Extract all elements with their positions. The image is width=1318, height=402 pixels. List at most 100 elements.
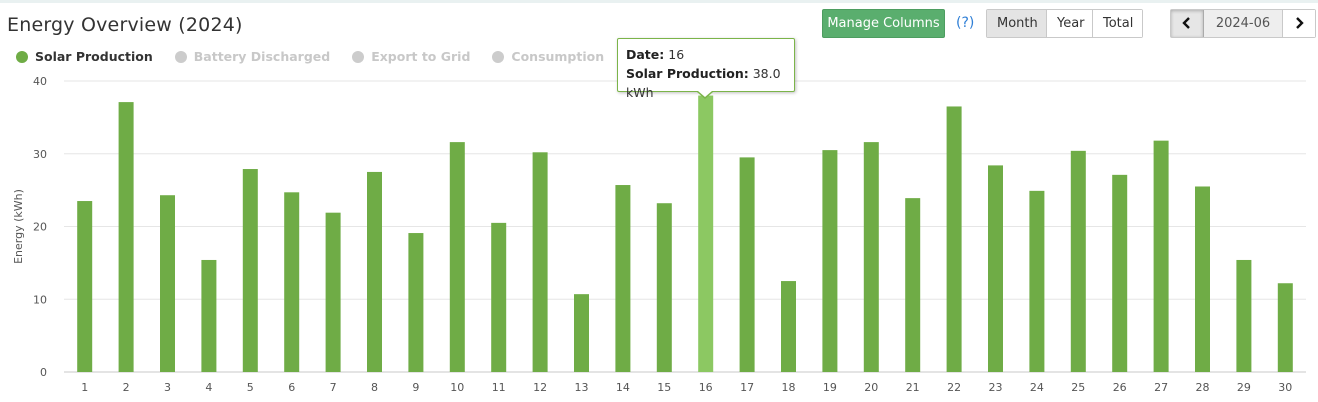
legend-item-battery-discharged[interactable]: Battery Discharged bbox=[174, 49, 331, 64]
x-tick-label: 21 bbox=[906, 381, 920, 394]
x-tick-label: 13 bbox=[575, 381, 589, 394]
bar bbox=[1029, 190, 1045, 372]
period-selector: Month Year Total bbox=[986, 9, 1143, 38]
bar bbox=[615, 185, 631, 372]
bar bbox=[988, 165, 1003, 372]
x-tick-label: 2 bbox=[123, 381, 130, 394]
help-link[interactable]: (?) bbox=[956, 15, 975, 31]
chevron-left-icon bbox=[1182, 17, 1190, 29]
legend-dot-icon bbox=[352, 50, 365, 63]
bar bbox=[325, 212, 341, 372]
tab-month[interactable]: Month bbox=[987, 10, 1047, 37]
bar bbox=[284, 192, 300, 372]
x-tick-label: 12 bbox=[533, 381, 547, 394]
bar bbox=[1277, 283, 1293, 372]
bar bbox=[822, 150, 838, 372]
x-tick-label: 9 bbox=[412, 381, 419, 394]
legend-label: Export to Grid bbox=[371, 49, 471, 64]
x-tick-label: 15 bbox=[657, 381, 671, 394]
bar bbox=[1236, 259, 1252, 372]
chart-tooltip: Date: 16 Solar Production: 38.0 kWh bbox=[617, 38, 795, 100]
bar bbox=[1153, 140, 1169, 372]
tooltip-date-value: 16 bbox=[668, 47, 685, 62]
x-tick-label: 14 bbox=[616, 381, 630, 394]
bar bbox=[574, 294, 589, 372]
x-tick-label: 5 bbox=[247, 381, 254, 394]
x-tick-label: 20 bbox=[864, 381, 878, 394]
bar bbox=[408, 233, 424, 372]
bar bbox=[739, 157, 755, 372]
legend-dot-icon bbox=[16, 50, 28, 63]
x-tick-label: 7 bbox=[330, 381, 337, 394]
tooltip-series-label: Solar Production: bbox=[626, 66, 749, 81]
x-tick-label: 17 bbox=[740, 381, 754, 394]
x-tick-label: 3 bbox=[164, 381, 171, 394]
x-tick-label: 23 bbox=[989, 381, 1003, 394]
bar bbox=[1112, 174, 1128, 372]
bar bbox=[1195, 186, 1210, 372]
bar bbox=[160, 195, 175, 372]
x-tick-label: 10 bbox=[450, 381, 464, 394]
x-tick-label: 30 bbox=[1278, 381, 1292, 394]
bar bbox=[77, 201, 93, 372]
x-tick-label: 1 bbox=[81, 381, 88, 394]
bar bbox=[781, 281, 796, 372]
tab-year[interactable]: Year bbox=[1047, 10, 1093, 37]
bar bbox=[367, 171, 382, 372]
tooltip-series-value: 38.0 kWh bbox=[626, 66, 781, 100]
y-tick-label: 20 bbox=[33, 221, 47, 234]
top-border bbox=[0, 0, 1318, 3]
page-title: Energy Overview (2024) bbox=[7, 14, 243, 36]
y-tick-label: 40 bbox=[33, 75, 47, 88]
y-tick-label: 0 bbox=[40, 366, 47, 379]
x-tick-label: 8 bbox=[371, 381, 378, 394]
x-tick-label: 4 bbox=[205, 381, 212, 394]
x-tick-label: 16 bbox=[699, 381, 713, 394]
bar bbox=[946, 106, 962, 373]
y-tick-label: 10 bbox=[33, 293, 47, 306]
legend-item-consumption[interactable]: Consumption bbox=[492, 49, 604, 64]
x-tick-label: 18 bbox=[782, 381, 796, 394]
y-tick-label: 30 bbox=[33, 148, 47, 161]
x-tick-label: 26 bbox=[1113, 381, 1127, 394]
x-tick-label: 6 bbox=[288, 381, 295, 394]
bar bbox=[656, 203, 672, 372]
date-navigator: 2024-06 bbox=[1170, 9, 1316, 38]
x-tick-label: 19 bbox=[823, 381, 837, 394]
chart-legend: Solar Production Battery Discharged Expo… bbox=[16, 49, 626, 64]
next-period-button[interactable] bbox=[1282, 10, 1315, 37]
manage-columns-button[interactable]: Manage Columns bbox=[822, 9, 945, 38]
current-period[interactable]: 2024-06 bbox=[1204, 10, 1282, 37]
bar bbox=[201, 259, 217, 372]
legend-label: Battery Discharged bbox=[193, 49, 331, 64]
y-axis-label: Energy (kWh) bbox=[12, 189, 25, 264]
bar bbox=[491, 222, 507, 372]
x-tick-label: 28 bbox=[1196, 381, 1210, 394]
bar bbox=[242, 169, 258, 372]
chevron-right-icon bbox=[1296, 17, 1304, 29]
tooltip-caret-inner bbox=[698, 91, 712, 97]
bar bbox=[905, 198, 921, 372]
legend-dot-icon bbox=[174, 50, 187, 63]
x-tick-label: 22 bbox=[947, 381, 961, 394]
x-tick-label: 29 bbox=[1237, 381, 1251, 394]
bar bbox=[532, 152, 548, 372]
legend-label: Solar Production bbox=[35, 49, 153, 64]
x-tick-label: 24 bbox=[1030, 381, 1044, 394]
bar bbox=[118, 102, 134, 372]
x-tick-label: 11 bbox=[492, 381, 506, 394]
bar bbox=[449, 142, 465, 372]
tab-total[interactable]: Total bbox=[1093, 10, 1142, 37]
bar bbox=[698, 95, 714, 373]
bar bbox=[1070, 150, 1086, 372]
x-tick-label: 25 bbox=[1071, 381, 1085, 394]
legend-item-solar-production[interactable]: Solar Production bbox=[16, 49, 153, 64]
legend-item-export-to-grid[interactable]: Export to Grid bbox=[352, 49, 470, 64]
tooltip-date-label: Date: bbox=[626, 47, 665, 62]
bar bbox=[863, 142, 879, 372]
prev-period-button[interactable] bbox=[1171, 10, 1204, 37]
legend-label: Consumption bbox=[511, 49, 605, 64]
x-tick-label: 27 bbox=[1154, 381, 1168, 394]
legend-dot-icon bbox=[492, 50, 505, 63]
